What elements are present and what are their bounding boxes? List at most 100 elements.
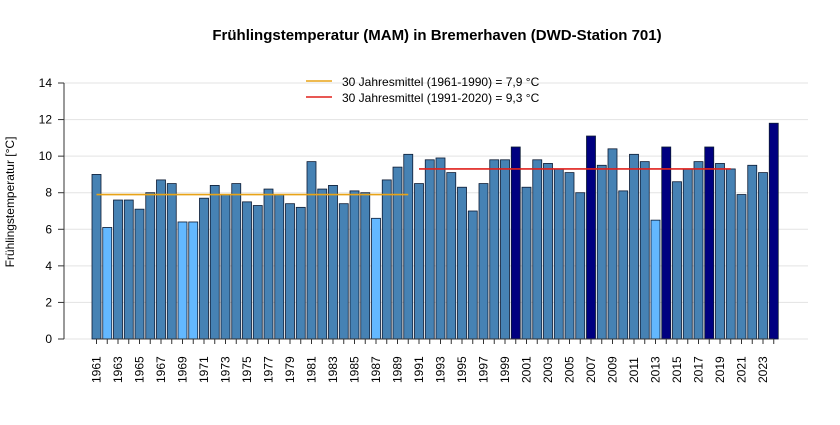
bar-1988 xyxy=(381,179,392,340)
bar-1980 xyxy=(295,206,306,340)
bar-1964 xyxy=(123,199,134,340)
bar-2007 xyxy=(586,135,596,340)
x-tick-label: 2007 xyxy=(584,356,598,383)
bar-2015 xyxy=(672,181,682,340)
bar-1994 xyxy=(446,172,457,340)
bar-1998 xyxy=(489,159,500,340)
x-tick-label: 1993 xyxy=(434,356,448,383)
legend-label-1991-2020: 30 Jahresmittel (1991-2020) = 9,3 °C xyxy=(342,91,540,105)
x-tick-label: 1987 xyxy=(369,356,383,383)
bar-1975 xyxy=(242,201,252,340)
y-axis-label: Frühlingstemperatur [°C] xyxy=(3,137,17,268)
bar-2021 xyxy=(736,194,747,340)
x-tick-label: 1979 xyxy=(283,356,297,383)
bar-1971 xyxy=(199,197,209,340)
bar-1976 xyxy=(252,205,263,340)
bar-2011 xyxy=(629,153,639,340)
bar-1978 xyxy=(274,194,285,340)
bar-2000 xyxy=(510,146,521,340)
x-tick-label: 2013 xyxy=(649,356,663,383)
bar-2004 xyxy=(553,168,564,340)
bar-1987 xyxy=(371,217,381,340)
x-tick-label: 2011 xyxy=(627,357,641,383)
x-tick-label: 1999 xyxy=(498,356,512,383)
bar-1990 xyxy=(403,153,414,340)
y-tick-label: 12 xyxy=(39,113,53,127)
x-tick-label: 1973 xyxy=(219,356,233,383)
x-tick-label: 2021 xyxy=(735,356,749,383)
bar-1965 xyxy=(134,208,145,340)
bar-1997 xyxy=(478,183,489,340)
bar-1999 xyxy=(500,159,510,340)
x-tick-label: 1967 xyxy=(154,356,168,383)
bar-1963 xyxy=(113,199,123,340)
x-tick-label: 1977 xyxy=(262,356,276,383)
x-tick-label: 1991 xyxy=(412,356,426,383)
bar-2006 xyxy=(575,192,586,340)
x-tick-label: 2023 xyxy=(756,356,770,383)
bar-2014 xyxy=(661,146,672,340)
x-tick-label: 1983 xyxy=(326,356,340,383)
bar-2024 xyxy=(768,122,779,340)
bar-2005 xyxy=(564,172,575,340)
bar-1995 xyxy=(457,186,467,340)
bar-1989 xyxy=(392,166,403,340)
bar-2017 xyxy=(693,161,704,340)
bar-1967 xyxy=(156,179,166,340)
bar-1970 xyxy=(188,221,199,340)
x-tick-label: 1965 xyxy=(133,356,147,383)
bar-2009 xyxy=(607,148,618,340)
chart-title: Frühlingstemperatur (MAM) in Bremerhaven… xyxy=(212,27,661,44)
bar-1979 xyxy=(285,203,295,340)
x-tick-label: 2005 xyxy=(563,356,577,383)
x-tick-label: 1989 xyxy=(391,356,405,383)
x-tick-label: 1997 xyxy=(477,356,491,383)
bar-1981 xyxy=(306,161,317,340)
y-tick-label: 4 xyxy=(45,259,52,273)
bar-2023 xyxy=(758,172,768,340)
bar-2008 xyxy=(596,164,607,340)
x-tick-label: 1963 xyxy=(111,356,125,383)
bar-2020 xyxy=(725,168,736,340)
bar-2019 xyxy=(715,163,725,340)
y-tick-label: 8 xyxy=(45,186,52,200)
x-tick-label: 2019 xyxy=(713,356,727,383)
bar-2001 xyxy=(521,186,532,340)
x-tick-label: 1995 xyxy=(455,356,469,383)
x-tick-label: 1971 xyxy=(197,356,211,383)
bar-1991 xyxy=(414,183,424,340)
bar-2010 xyxy=(618,190,629,340)
x-tick-label: 2017 xyxy=(692,356,706,383)
x-tick-label: 1985 xyxy=(348,356,362,383)
bar-1962 xyxy=(102,227,113,340)
bar-2003 xyxy=(543,163,553,340)
x-tick-label: 2015 xyxy=(670,356,684,383)
bar-1982 xyxy=(317,188,328,340)
x-tick-label: 2001 xyxy=(520,356,534,383)
bar-1972 xyxy=(209,184,220,340)
bar-1985 xyxy=(349,190,360,340)
bar-1966 xyxy=(145,192,156,340)
x-tick-label: 1969 xyxy=(176,356,190,383)
bar-1961 xyxy=(91,174,102,340)
bar-1973 xyxy=(220,194,231,340)
bar-1969 xyxy=(177,221,188,340)
bar-1974 xyxy=(231,183,242,340)
x-tick-label: 1981 xyxy=(305,356,319,383)
bar-1993 xyxy=(435,157,446,340)
x-tick-label: 1961 xyxy=(90,356,104,383)
y-tick-label: 6 xyxy=(45,222,52,236)
bar-2012 xyxy=(639,161,650,340)
bar-1992 xyxy=(424,159,435,340)
y-tick-label: 0 xyxy=(45,332,52,346)
x-tick-label: 2003 xyxy=(541,356,555,383)
legend-label-1961-1990: 30 Jahresmittel (1961-1990) = 7,9 °C xyxy=(342,75,540,89)
bar-1968 xyxy=(166,183,177,340)
bar-1984 xyxy=(338,203,349,340)
bar-2022 xyxy=(747,164,758,340)
bar-1996 xyxy=(467,210,478,340)
y-tick-label: 10 xyxy=(39,149,53,163)
bar-1983 xyxy=(328,184,338,340)
bar-2018 xyxy=(704,146,715,340)
x-tick-label: 2009 xyxy=(606,356,620,383)
